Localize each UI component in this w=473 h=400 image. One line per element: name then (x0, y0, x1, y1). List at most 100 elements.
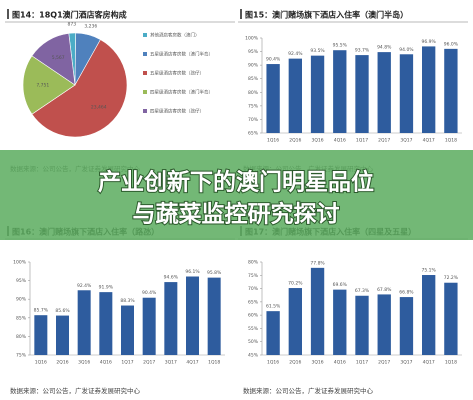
y-tick-label: 50% (248, 339, 259, 345)
banner-text: 与蔬菜监控研究探讨 (133, 201, 340, 228)
y-tick-label: 85% (248, 76, 259, 82)
banner (0, 150, 473, 240)
bar (142, 297, 156, 355)
bar (377, 294, 391, 355)
value-label: 95.5% (333, 43, 348, 49)
pie-slice (31, 33, 76, 86)
slice-label: 873 (67, 22, 76, 28)
bar (399, 297, 414, 355)
x-tick-label: 3Q17 (165, 360, 177, 366)
bar (207, 277, 221, 355)
value-label: 88.3% (120, 298, 135, 304)
x-tick-label: 3Q16 (78, 360, 90, 366)
y-tick-label: 95% (248, 49, 259, 55)
y-tick-label: 45% (248, 353, 259, 359)
bar (266, 64, 280, 133)
value-label: 67.3% (355, 288, 370, 294)
bar (34, 315, 48, 355)
banner-text: 产业创新下的澳门明星品位 (98, 169, 374, 196)
chart-title: 图15：澳门赌场旗下酒店入住率（澳门半岛） (245, 10, 408, 20)
bar (333, 50, 347, 133)
x-tick-label: 2Q17 (378, 138, 390, 144)
bar (355, 55, 369, 133)
y-tick-label: 95% (16, 278, 27, 284)
x-tick-label: 1Q18 (445, 138, 457, 144)
value-label: 90.4% (266, 57, 281, 63)
y-tick-label: 60% (248, 313, 259, 319)
value-label: 91.9% (99, 285, 114, 291)
x-tick-label: 3Q16 (311, 138, 323, 144)
y-tick-label: 75% (248, 103, 259, 109)
x-tick-label: 2Q16 (56, 360, 68, 366)
value-label: 96.9% (422, 39, 437, 45)
x-tick-label: 1Q18 (445, 360, 457, 366)
value-label: 66.8% (399, 290, 414, 296)
value-label: 90.4% (142, 290, 157, 296)
x-tick-label: 3Q17 (400, 138, 412, 144)
x-tick-label: 4Q16 (334, 138, 346, 144)
bar (186, 276, 199, 355)
y-tick-label: 75% (248, 273, 259, 279)
value-label: 93.5% (310, 48, 325, 54)
y-tick-label: 65% (248, 131, 259, 137)
bar (310, 55, 325, 134)
x-tick-label: 1Q17 (121, 360, 133, 366)
bar (164, 282, 178, 355)
value-label: 72.2% (444, 275, 459, 281)
value-label: 85.6% (55, 308, 70, 314)
legend-label: 五星级酒店客房数（氹仔） (150, 70, 204, 77)
value-label: 85.7% (34, 308, 49, 314)
y-tick-label: 80% (248, 90, 259, 96)
y-tick-label: 55% (248, 326, 259, 332)
y-tick-label: 70% (248, 286, 259, 292)
y-tick-label: 90% (248, 63, 259, 69)
x-tick-label: 1Q16 (267, 360, 279, 366)
bar (444, 48, 458, 133)
y-tick-label: 75% (16, 353, 27, 359)
x-tick-label: 1Q17 (356, 138, 368, 144)
legend-swatch (143, 109, 147, 113)
bar (355, 295, 369, 355)
value-label: 69.6% (333, 282, 348, 288)
y-tick-label: 100% (245, 36, 259, 42)
bar (444, 282, 458, 355)
value-label: 96.1% (185, 269, 200, 275)
pie-slice (31, 39, 128, 138)
y-tick-label: 90% (16, 297, 27, 303)
legend-label: 四星级酒店客房数（澳门半岛） (150, 89, 213, 96)
bar (56, 315, 69, 355)
slice-label: 3,236 (84, 24, 97, 30)
bar (310, 267, 325, 355)
legend-swatch (143, 71, 147, 75)
x-tick-label: 4Q16 (100, 360, 112, 366)
x-tick-label: 3Q16 (311, 360, 323, 366)
x-tick-label: 1Q16 (267, 138, 279, 144)
y-tick-label: 85% (16, 315, 27, 321)
bar (399, 54, 414, 133)
x-tick-label: 2Q16 (289, 138, 301, 144)
value-label: 96.0% (444, 41, 459, 47)
slice-label: 7,751 (36, 83, 49, 89)
value-label: 95.8% (207, 270, 222, 276)
bar (77, 290, 91, 355)
legend-label: 五星级酒店客房数（澳门半岛） (150, 51, 213, 58)
title-marker (7, 9, 9, 19)
value-label: 94.6% (164, 275, 179, 281)
legend-label: 四星级酒店客房数（氹仔） (150, 108, 204, 115)
bar (333, 289, 347, 355)
value-label: 77.8% (310, 260, 325, 266)
value-label: 75.1% (422, 268, 437, 274)
value-label: 94.0% (399, 47, 414, 53)
bar (266, 311, 280, 355)
x-tick-label: 4Q17 (186, 360, 198, 366)
value-label: 94.8% (377, 45, 392, 51)
x-tick-label: 3Q17 (400, 360, 412, 366)
y-tick-label: 100% (13, 260, 27, 266)
chart-title: 图14：18Q1澳门酒店客房构成 (12, 10, 127, 20)
x-tick-label: 4Q16 (334, 360, 346, 366)
x-tick-label: 1Q17 (356, 360, 368, 366)
pie-slice (22, 55, 76, 115)
value-label: 67.8% (377, 287, 392, 293)
y-tick-label: 80% (248, 260, 259, 266)
